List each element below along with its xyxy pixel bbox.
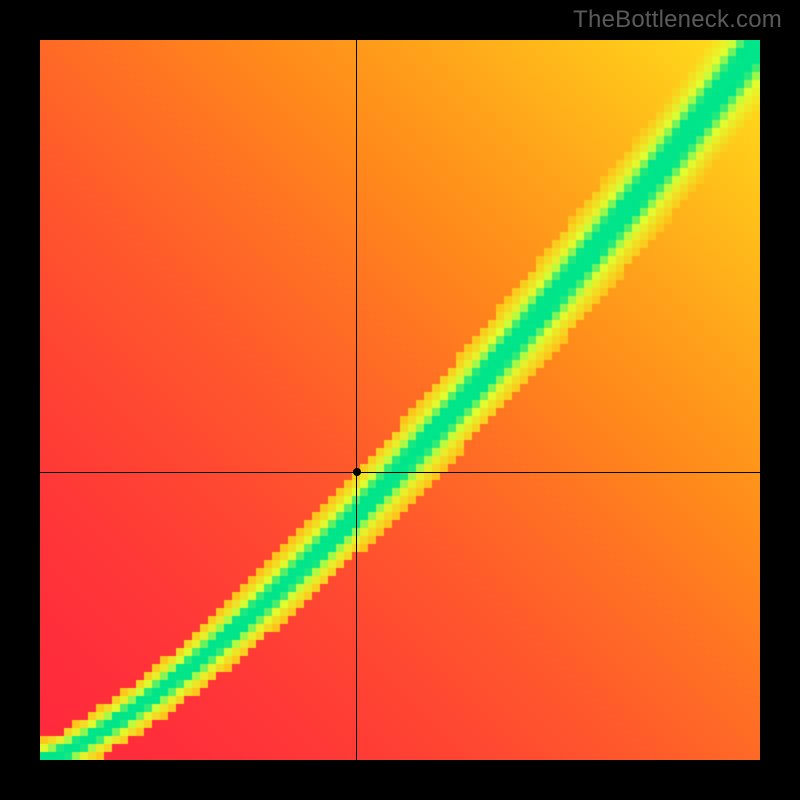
heatmap-canvas xyxy=(40,40,760,760)
chart-container: TheBottleneck.com xyxy=(0,0,800,800)
watermark-text: TheBottleneck.com xyxy=(573,6,782,34)
plot-area xyxy=(40,40,760,760)
